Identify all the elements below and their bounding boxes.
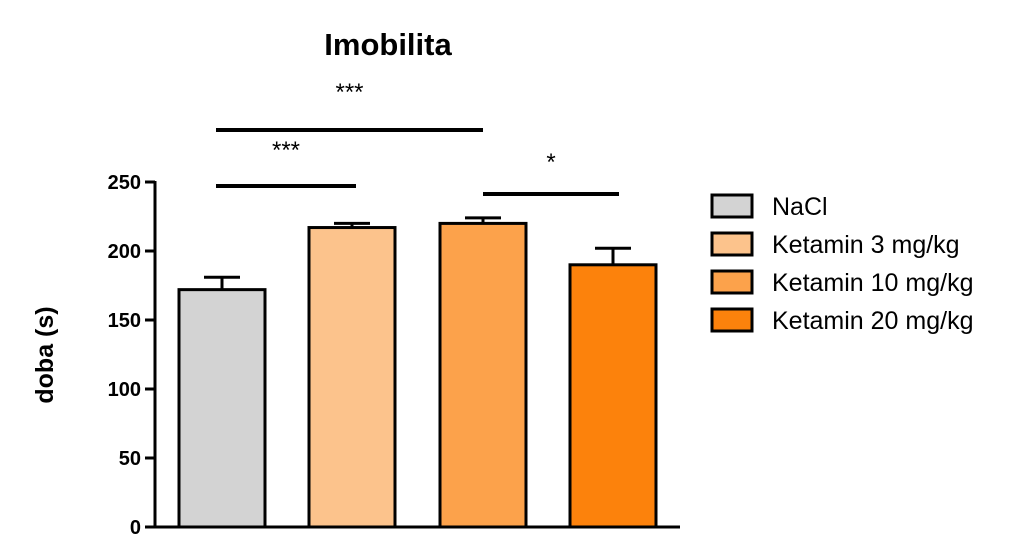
y-tick-label: 0 (130, 517, 141, 539)
bar (568, 263, 658, 529)
bar (307, 226, 397, 529)
significance-label: * (546, 149, 555, 176)
significance-annotations: ******* (216, 79, 619, 196)
y-tick-label: 200 (108, 241, 141, 263)
legend-label: NaCl (772, 193, 828, 221)
legend-label: Ketamin 20 mg/kg (772, 307, 974, 335)
y-tick-label: 100 (108, 379, 141, 401)
chart-title: Imobilita (324, 27, 452, 62)
bars (177, 216, 658, 529)
legend-swatch (710, 231, 754, 257)
legend: NaCl Ketamin 3 mg/kg Ketamin 10 mg/kg Ketam… (710, 193, 974, 335)
legend-swatch (710, 193, 754, 219)
y-tick-label: 150 (108, 310, 141, 332)
bar (177, 288, 267, 529)
legend-label: Ketamin 10 mg/kg (772, 269, 974, 297)
legend-swatch (710, 307, 754, 333)
legend-label: Ketamin 3 mg/kg (772, 231, 960, 259)
significance-label: *** (335, 79, 363, 106)
y-tick-label: 250 (108, 172, 141, 194)
significance-label: *** (272, 137, 300, 164)
legend-swatch (710, 269, 754, 295)
y-axis-label: doba (s) (31, 306, 59, 403)
y-tick-label: 50 (119, 448, 141, 470)
bar (438, 221, 528, 529)
